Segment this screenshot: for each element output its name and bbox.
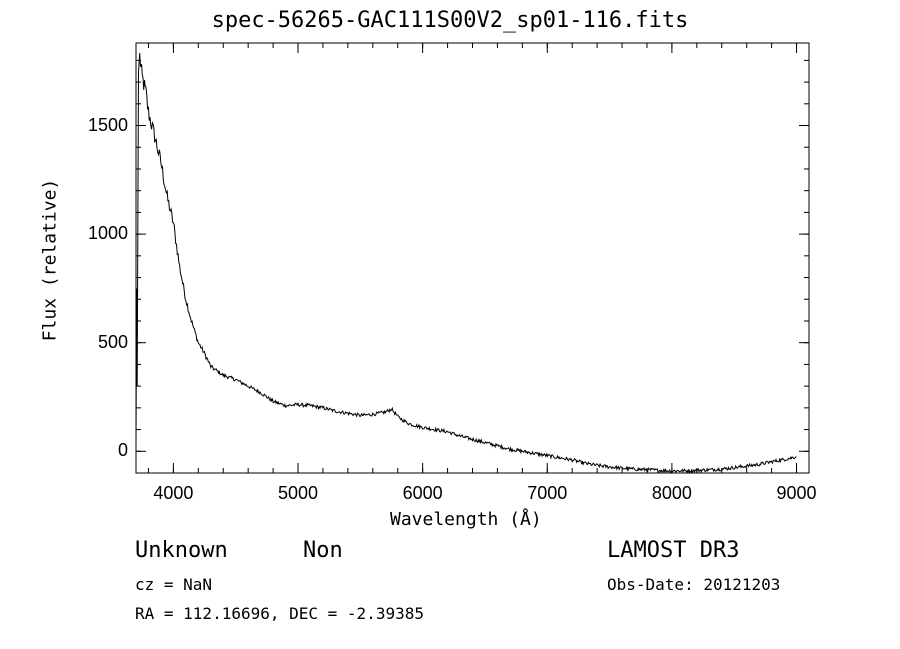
survey-name: LAMOST DR3 (607, 538, 740, 563)
x-tick-label: 9000 (776, 483, 817, 503)
coordinates: RA = 112.16696, DEC = -2.39385 (135, 604, 424, 623)
x-tick-label: 6000 (402, 483, 443, 503)
y-tick-label: 1500 (87, 114, 128, 135)
plot-frame (135, 42, 810, 474)
x-tick-label: 5000 (277, 483, 319, 503)
axis-ticks (136, 43, 809, 474)
y-tick-label: 1000 (87, 223, 128, 244)
x-tick-label: 8000 (651, 483, 692, 503)
chart-title: spec-56265-GAC111S00V2_sp01-116.fits (211, 8, 689, 33)
x-tick-label: 4000 (153, 483, 194, 503)
object-class: Unknown (135, 538, 228, 563)
x-tick-label: 7000 (527, 483, 568, 503)
object-subclass: Non (303, 538, 343, 563)
y-tick-label: 500 (97, 331, 128, 352)
y-tick-label: 0 (117, 440, 128, 461)
y-axis-label: Flux (relative) (39, 178, 61, 342)
spectrum-line (135, 52, 797, 474)
obs-date: Obs-Date: 20121203 (607, 575, 781, 594)
redshift-value: cz = NaN (135, 575, 213, 594)
x-axis-label: Wavelength (Å) (390, 509, 542, 530)
